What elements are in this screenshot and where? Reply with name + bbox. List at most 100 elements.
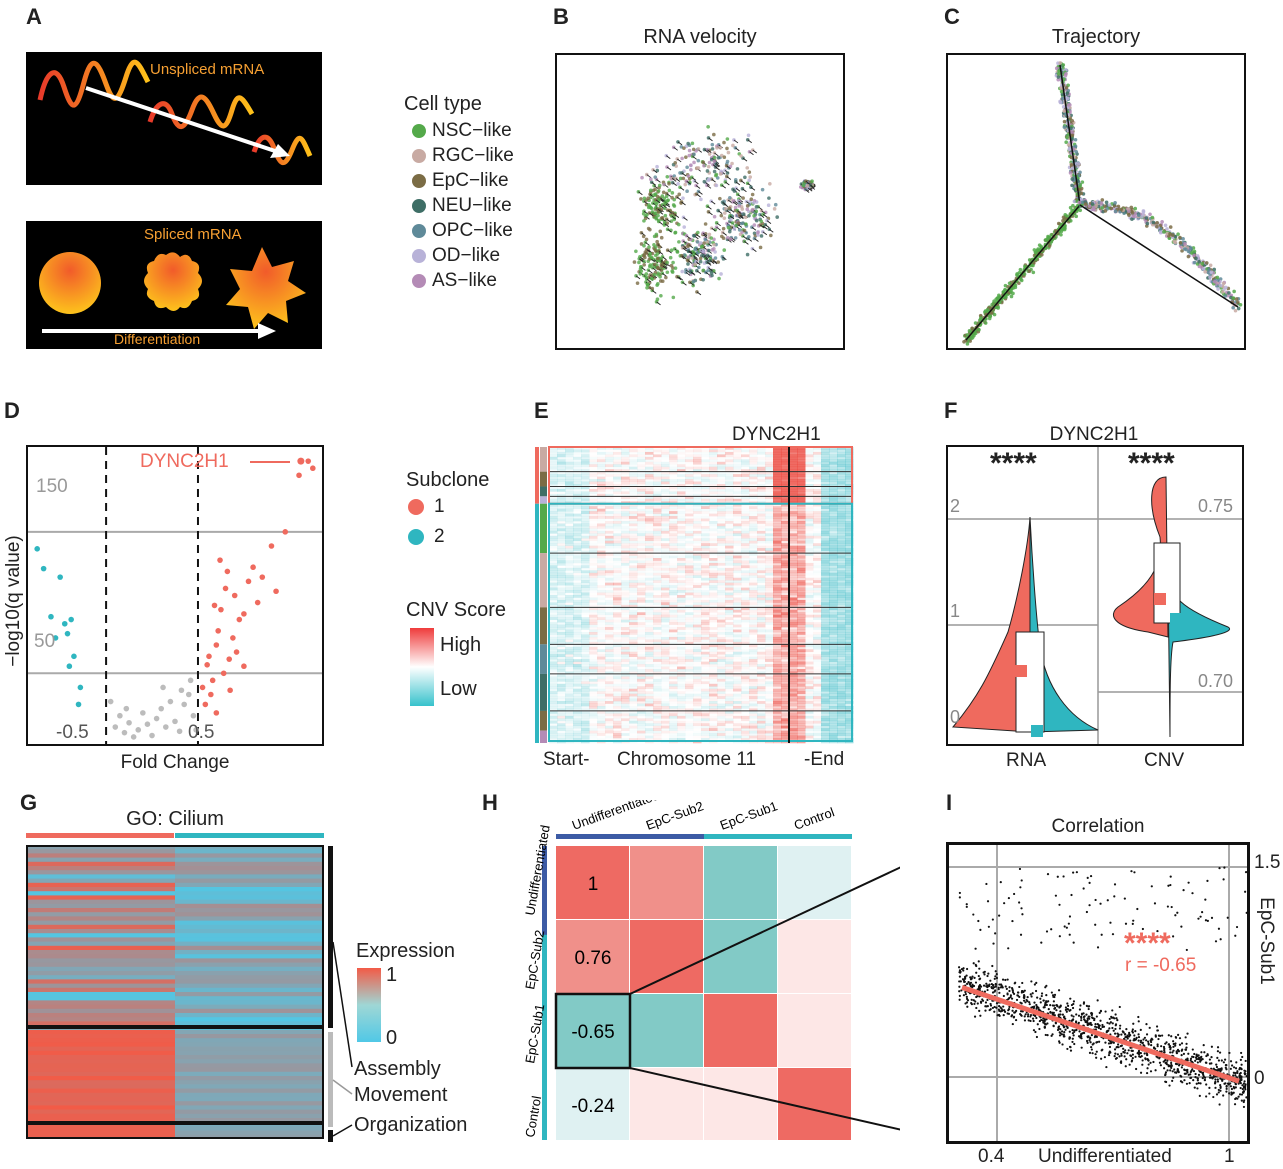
cnv-cell xyxy=(677,587,686,591)
cnv-cell xyxy=(717,521,726,524)
cnv-cell xyxy=(677,506,686,509)
cnv-cell xyxy=(637,543,646,546)
cnv-cell xyxy=(837,447,846,450)
velocity-cell-point xyxy=(644,251,649,255)
cnv-cell xyxy=(589,568,598,571)
cnv-cell xyxy=(701,563,710,566)
cnv-cell xyxy=(589,587,598,591)
cnv-cell xyxy=(669,518,678,522)
cnv-cell xyxy=(677,521,686,524)
cnv-cell xyxy=(693,607,702,611)
volcano-point xyxy=(172,718,178,725)
cnv-cell xyxy=(565,447,574,450)
cnv-cell xyxy=(773,479,782,482)
cnv-cell xyxy=(693,479,702,482)
cnv-cell xyxy=(573,575,582,579)
velocity-cell-point xyxy=(641,234,646,239)
cnv-cell xyxy=(653,484,662,487)
cnv-cell xyxy=(645,474,654,477)
subclone-legend-item-1: 1 xyxy=(408,496,445,518)
cnv-cell xyxy=(813,503,822,507)
cnv-cell xyxy=(821,525,830,529)
trajectory-cell-point xyxy=(1059,89,1064,94)
cnv-cell xyxy=(661,570,670,573)
cnv-cell xyxy=(677,479,686,482)
cnv-cell xyxy=(789,523,798,527)
velocity-cell-point xyxy=(798,185,803,189)
cnv-cell xyxy=(565,461,574,465)
trajectory-cell-point xyxy=(1061,63,1066,67)
trajectory-cell-point xyxy=(1068,146,1072,151)
trajectory-cell-point xyxy=(1009,294,1014,299)
cnv-cell xyxy=(629,590,638,593)
cnv-cell xyxy=(669,563,678,566)
velocity-cell-point xyxy=(642,219,646,223)
velocity-cell-point xyxy=(719,272,723,276)
cnv-cell xyxy=(573,471,582,475)
velocity-cell-point xyxy=(730,221,735,225)
cnv-cell xyxy=(677,550,686,554)
cnv-cell xyxy=(581,506,590,509)
cnv-cell xyxy=(645,456,654,460)
cnv-cell xyxy=(637,454,646,458)
cnv-cell xyxy=(557,543,566,546)
cnv-cell xyxy=(829,451,838,455)
cnv-cell xyxy=(581,533,590,537)
trajectory-cell-point xyxy=(1062,125,1067,129)
cnv-cell xyxy=(669,555,678,559)
cnv-cell xyxy=(797,562,806,566)
cnv-cell xyxy=(669,587,678,591)
cnv-cell xyxy=(709,464,718,468)
trajectory-cell-point xyxy=(1231,306,1235,310)
volcano-point xyxy=(144,721,151,727)
velocity-cell-point xyxy=(701,268,706,273)
cnv-cell xyxy=(813,493,822,497)
cnv-cell xyxy=(709,456,718,460)
cnv-cell xyxy=(829,479,838,482)
cnv-cell xyxy=(613,488,622,492)
trajectory-cell-point xyxy=(1223,294,1228,298)
cnv-cell xyxy=(821,553,830,556)
cnv-cell xyxy=(669,540,678,544)
velocity-cell-point xyxy=(697,265,701,270)
cnv-cell xyxy=(581,555,590,559)
cnv-cell xyxy=(709,597,718,600)
cnv-cell xyxy=(621,474,630,477)
cnv-cell xyxy=(741,530,750,534)
cnv-cell xyxy=(733,562,742,566)
velocity-arrow xyxy=(645,241,650,246)
cnv-cell xyxy=(565,488,574,492)
cnv-cell xyxy=(613,545,622,549)
cnv-cell xyxy=(797,459,806,463)
cnv-cell xyxy=(613,573,622,576)
cnv-cell xyxy=(557,602,566,606)
cnv-cell xyxy=(765,496,774,500)
velocity-arrow xyxy=(681,201,686,206)
cnv-cell xyxy=(677,545,686,549)
velocity-cell-point xyxy=(756,230,760,235)
velocity-arrow xyxy=(666,193,671,197)
cnv-cell xyxy=(709,521,718,524)
cnv-cell xyxy=(781,479,790,482)
cnv-cell xyxy=(701,474,710,477)
cnv-cell xyxy=(821,501,830,505)
velocity-cell-point xyxy=(656,210,661,214)
velocity-cell-point xyxy=(653,245,658,249)
velocity-cell-point xyxy=(722,216,727,220)
cnv-cell xyxy=(621,471,630,475)
cnv-cell xyxy=(781,508,790,512)
cnv-cell xyxy=(717,577,726,581)
cnv-cell xyxy=(589,590,598,593)
cnv-cell xyxy=(565,484,574,487)
cnv-cell xyxy=(765,506,774,509)
velocity-cell-point xyxy=(645,282,650,287)
velocity-arrow xyxy=(706,262,712,266)
cnv-cell xyxy=(813,484,822,487)
cnv-cell xyxy=(573,587,582,591)
trajectory-cell-point xyxy=(1070,183,1074,188)
cnv-cell xyxy=(797,582,806,586)
cnv-cell xyxy=(717,607,726,611)
cnv-cell xyxy=(693,572,702,576)
cnv-cell xyxy=(829,496,838,500)
cnv-cell xyxy=(821,590,830,593)
